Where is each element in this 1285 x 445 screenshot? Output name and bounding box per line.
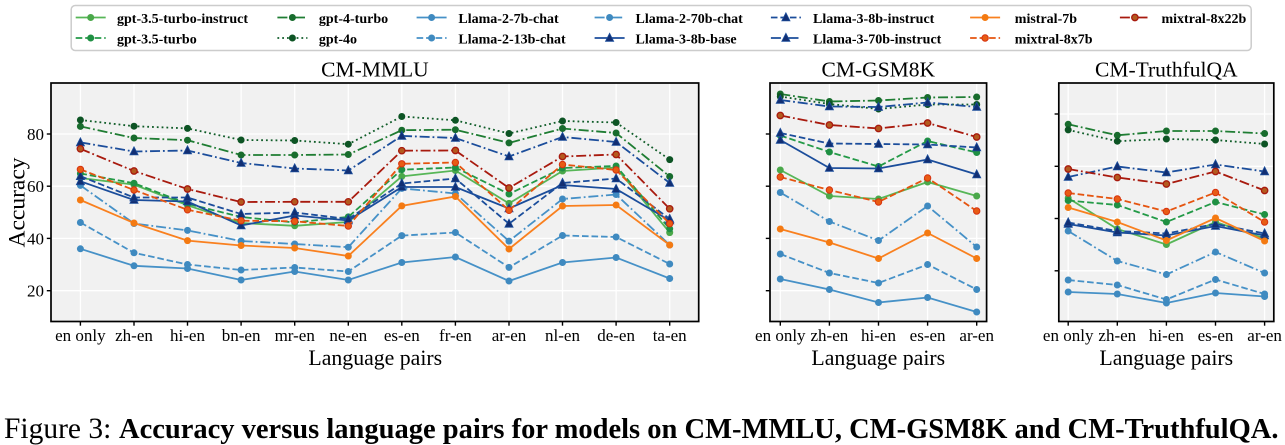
- svg-text:en only: en only: [1043, 326, 1094, 345]
- svg-text:ar-en: ar-en: [1247, 326, 1282, 345]
- svg-text:mr-en: mr-en: [275, 326, 316, 345]
- svg-text:ne-en: ne-en: [329, 326, 367, 345]
- svg-text:nl-en: nl-en: [545, 326, 580, 345]
- svg-text:CM-GSM8K: CM-GSM8K: [822, 58, 936, 82]
- svg-text:Accuracy: Accuracy: [5, 157, 31, 247]
- svg-text:en only: en only: [755, 326, 806, 345]
- svg-text:en only: en only: [55, 326, 106, 345]
- svg-text:mixtral-8x7b: mixtral-8x7b: [1015, 32, 1093, 47]
- svg-text:hi-en: hi-en: [170, 326, 205, 345]
- svg-text:Llama-2-7b-chat: Llama-2-7b-chat: [458, 12, 559, 27]
- svg-text:gpt-4o: gpt-4o: [319, 32, 357, 47]
- svg-text:de-en: de-en: [597, 326, 635, 345]
- svg-text:Accuracy versus language pairs: Accuracy versus language pairs for model…: [119, 414, 1278, 445]
- svg-text:Language pairs: Language pairs: [1099, 346, 1233, 370]
- svg-text:CM-TruthfulQA: CM-TruthfulQA: [1095, 58, 1238, 82]
- svg-text:mixtral-8x22b: mixtral-8x22b: [1162, 12, 1247, 27]
- svg-text:gpt-3.5-turbo-instruct: gpt-3.5-turbo-instruct: [117, 12, 248, 27]
- svg-text:gpt-3.5-turbo: gpt-3.5-turbo: [117, 32, 197, 47]
- svg-text:Llama-2-70b-chat: Llama-2-70b-chat: [636, 12, 744, 27]
- svg-text:zh-en: zh-en: [1098, 326, 1136, 345]
- svg-text:zh-en: zh-en: [115, 326, 153, 345]
- svg-text:Llama-3-8b-base: Llama-3-8b-base: [636, 32, 737, 47]
- svg-text:40: 40: [27, 229, 44, 248]
- svg-text:es-en: es-en: [910, 326, 946, 345]
- svg-text:mistral-7b: mistral-7b: [1015, 12, 1077, 27]
- svg-text:60: 60: [27, 177, 44, 196]
- svg-text:fr-en: fr-en: [439, 326, 472, 345]
- svg-text:Figure 3:: Figure 3:: [4, 413, 111, 445]
- svg-text:ta-en: ta-en: [653, 326, 687, 345]
- svg-text:20: 20: [27, 282, 44, 301]
- svg-text:80: 80: [27, 125, 44, 144]
- svg-text:zh-en: zh-en: [811, 326, 849, 345]
- svg-text:gpt-4-turbo: gpt-4-turbo: [319, 12, 388, 27]
- svg-text:es-en: es-en: [384, 326, 420, 345]
- svg-text:hi-en: hi-en: [1149, 326, 1184, 345]
- svg-text:es-en: es-en: [1198, 326, 1234, 345]
- svg-text:hi-en: hi-en: [861, 326, 896, 345]
- svg-text:Llama-3-70b-instruct: Llama-3-70b-instruct: [813, 32, 942, 47]
- svg-text:bn-en: bn-en: [222, 326, 261, 345]
- svg-text:ar-en: ar-en: [492, 326, 527, 345]
- svg-text:Language pairs: Language pairs: [811, 346, 945, 370]
- svg-text:Llama-3-8b-instruct: Llama-3-8b-instruct: [813, 12, 935, 27]
- svg-text:Language pairs: Language pairs: [308, 346, 442, 370]
- svg-text:CM-MMLU: CM-MMLU: [321, 58, 429, 82]
- svg-text:Llama-2-13b-chat: Llama-2-13b-chat: [458, 32, 566, 47]
- svg-text:ar-en: ar-en: [959, 326, 994, 345]
